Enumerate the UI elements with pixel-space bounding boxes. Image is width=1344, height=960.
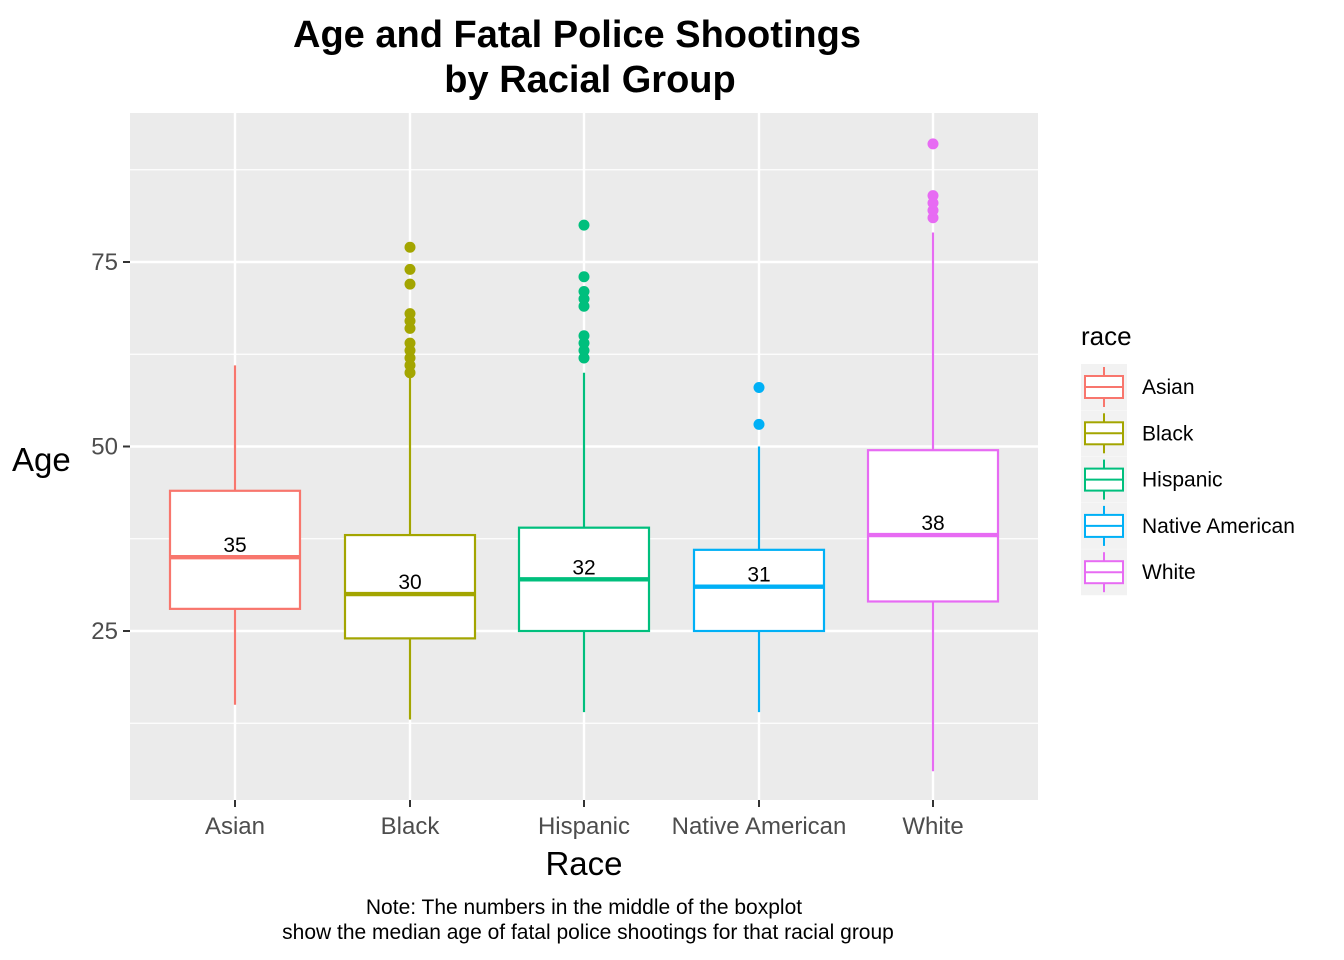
outlier-point: [753, 418, 765, 430]
median-label: 30: [398, 571, 421, 594]
median-label: 35: [223, 534, 246, 557]
legend-label: Hispanic: [1142, 469, 1223, 492]
legend-item-white: White: [1081, 549, 1196, 596]
axes: 25 50 75 Asian Black Hispanic Native American W…: [91, 249, 963, 840]
caption-line1: Note: The numbers in the middle of the b…: [366, 896, 802, 919]
outlier-point: [404, 278, 416, 290]
outlier-point: [404, 241, 416, 253]
y-axis-title: Age: [12, 441, 71, 478]
y-tick-label: 75: [91, 249, 118, 276]
outlier-point: [404, 263, 416, 275]
outlier-point: [927, 138, 939, 150]
x-tick-label: Native American: [672, 813, 847, 840]
legend-title: race: [1081, 321, 1132, 351]
legend-label: Asian: [1142, 376, 1195, 399]
outlier-point: [578, 219, 590, 231]
x-tick-label: Black: [381, 813, 441, 840]
box-native-american: 31: [692, 381, 826, 713]
outlier-point: [578, 271, 590, 283]
legend-item-hispanic: Hispanic: [1081, 456, 1223, 503]
caption-line2: show the median age of fatal police shoo…: [282, 921, 894, 944]
legend-label: Native American: [1142, 515, 1295, 538]
legend-label: White: [1142, 561, 1196, 584]
box-asian: 35: [168, 365, 302, 705]
legend-item-native-american: Native American: [1081, 502, 1295, 549]
x-tick-label: Asian: [205, 813, 265, 840]
legend: race Asian Black Hispanic Native American Wh…: [1081, 321, 1295, 596]
outlier-point: [404, 337, 416, 349]
outlier-point: [578, 330, 590, 342]
y-tick-label: 50: [91, 434, 118, 461]
x-tick-label: White: [902, 813, 963, 840]
x-tick-label: Hispanic: [538, 813, 630, 840]
iqr-box: [866, 449, 1000, 603]
box-black: 30: [343, 241, 477, 720]
chart-title-line2: by Racial Group: [444, 59, 735, 101]
outlier-point: [927, 190, 939, 202]
y-tick-label: 25: [91, 618, 118, 645]
outlier-point: [404, 308, 416, 320]
outlier-point: [578, 286, 590, 298]
legend-label: Black: [1142, 422, 1194, 445]
outlier-point: [753, 381, 765, 393]
x-axis-title: Race: [545, 845, 622, 882]
box-white: 38: [866, 138, 1000, 772]
iqr-box: [343, 533, 477, 640]
median-label: 31: [747, 564, 770, 587]
legend-item-asian: Asian: [1081, 364, 1195, 410]
iqr-box: [692, 548, 826, 633]
median-label: 38: [921, 512, 944, 535]
boxes: 35 30 32 31 38: [168, 138, 1000, 772]
legend-item-black: Black: [1081, 410, 1194, 457]
median-label: 32: [572, 556, 595, 579]
iqr-box: [168, 489, 302, 610]
box-hispanic: 32: [517, 219, 651, 713]
chart-title-line1: Age and Fatal Police Shootings: [293, 14, 861, 56]
